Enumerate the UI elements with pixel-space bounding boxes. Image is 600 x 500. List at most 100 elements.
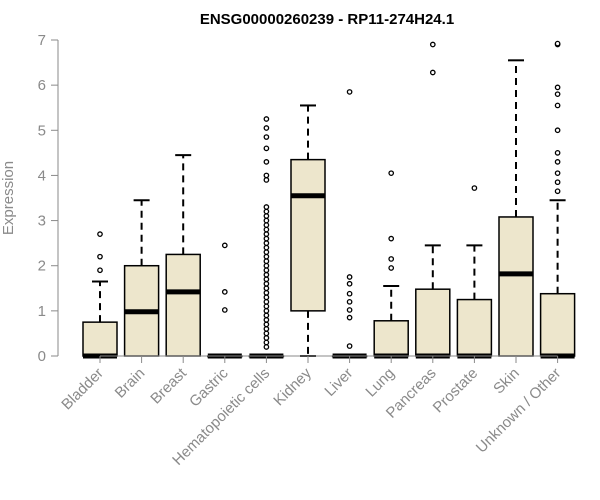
outlier-point [263, 253, 270, 260]
box-body [82, 321, 118, 357]
outlier-point [263, 276, 270, 283]
box-kidney [290, 104, 326, 357]
box-brain [123, 199, 160, 357]
outlier-point [263, 235, 270, 242]
box-prostate [456, 185, 493, 359]
outlier-point [554, 150, 561, 156]
outlier-point [471, 185, 478, 191]
outlier-point [263, 240, 270, 246]
boxes [82, 40, 576, 359]
outlier-point [554, 40, 561, 47]
outlier-point [97, 267, 103, 274]
outlier-point [263, 249, 270, 256]
outlier-point [263, 335, 270, 341]
y-tick-label: 7 [38, 32, 46, 49]
outlier-point [263, 326, 270, 332]
outlier-point [346, 280, 353, 287]
outlier-point [346, 298, 353, 305]
outlier-point [263, 312, 270, 319]
outlier-point [263, 222, 270, 228]
outlier-point [346, 343, 353, 349]
outlier-point [263, 289, 270, 296]
outlier-point [263, 125, 270, 131]
outlier-point [554, 84, 561, 91]
outlier-point [263, 271, 270, 278]
outlier-point [346, 89, 353, 95]
outlier-point [346, 274, 353, 280]
outlier-point [263, 159, 270, 165]
outlier-point [221, 289, 228, 295]
outlier-point [263, 267, 270, 274]
box-body [165, 253, 201, 357]
outlier-point [263, 177, 270, 183]
outlier-point [263, 298, 270, 305]
box-hematopoietic-cells [248, 116, 285, 359]
outlier-point [554, 102, 561, 109]
outlier-point [554, 91, 561, 98]
y-axis: 0 1 2 3 4 5 6 7 [38, 32, 59, 365]
outlier-point [263, 226, 270, 233]
outlier-point [263, 294, 270, 301]
box-lung [373, 170, 409, 359]
outlier-point [388, 265, 395, 271]
box-gastric [207, 242, 243, 359]
outlier-point [346, 307, 353, 313]
x-tick-label: Lung [362, 365, 398, 401]
x-tick-label: Brain [112, 365, 149, 402]
outlier-point [263, 213, 270, 219]
outlier-point [263, 231, 270, 237]
box-body [498, 216, 534, 357]
y-tick-label: 5 [38, 122, 46, 139]
outlier-point [263, 317, 270, 323]
outlier-point [221, 307, 228, 313]
y-tick-label: 2 [38, 258, 46, 275]
outlier-point [263, 280, 270, 287]
x-tick-label: Liver [321, 365, 356, 400]
y-tick-label: 4 [38, 167, 46, 184]
box-body [373, 320, 409, 357]
outlier-point [263, 116, 270, 122]
outlier-point [429, 41, 436, 48]
box-body [290, 158, 326, 312]
x-tick-label: Bladder [58, 365, 107, 414]
outlier-point [263, 285, 270, 292]
x-tick-label: Prostate [430, 365, 482, 417]
y-tick-label: 6 [38, 77, 46, 94]
box-skin [498, 59, 534, 357]
outlier-point [263, 145, 270, 152]
box-pancreas [415, 41, 451, 359]
box-bladder [82, 231, 118, 359]
box-body [415, 288, 451, 357]
outlier-point [263, 262, 270, 269]
outlier-point [263, 339, 270, 346]
outlier-point [263, 244, 270, 251]
x-tick-label: Breast [147, 364, 190, 407]
outlier-point [263, 172, 270, 179]
box-body [456, 298, 493, 357]
box-liver [331, 89, 368, 359]
outlier-point [263, 217, 270, 224]
outlier-point [263, 330, 270, 337]
outlier-point [554, 188, 561, 195]
outlier-point [221, 242, 228, 249]
outlier-point [263, 204, 270, 210]
outlier-point [388, 170, 395, 177]
box-breast [165, 154, 201, 357]
outlier-point [388, 256, 395, 262]
outlier-point [346, 290, 353, 297]
outlier-point [263, 258, 270, 265]
outlier-point [263, 208, 270, 215]
x-tick-label: Skin [490, 365, 523, 398]
box-body [539, 292, 576, 357]
box-unknown-other [539, 40, 576, 359]
chart-title: ENSG00000260239 - RP11-274H24.1 [200, 11, 454, 28]
y-tick-label: 1 [38, 303, 46, 320]
outlier-point [554, 170, 561, 177]
outlier-point [263, 344, 270, 350]
y-tick-label: 0 [38, 348, 46, 365]
outlier-point [263, 321, 270, 328]
y-tick-label: 3 [38, 213, 46, 230]
outlier-point [263, 303, 270, 310]
